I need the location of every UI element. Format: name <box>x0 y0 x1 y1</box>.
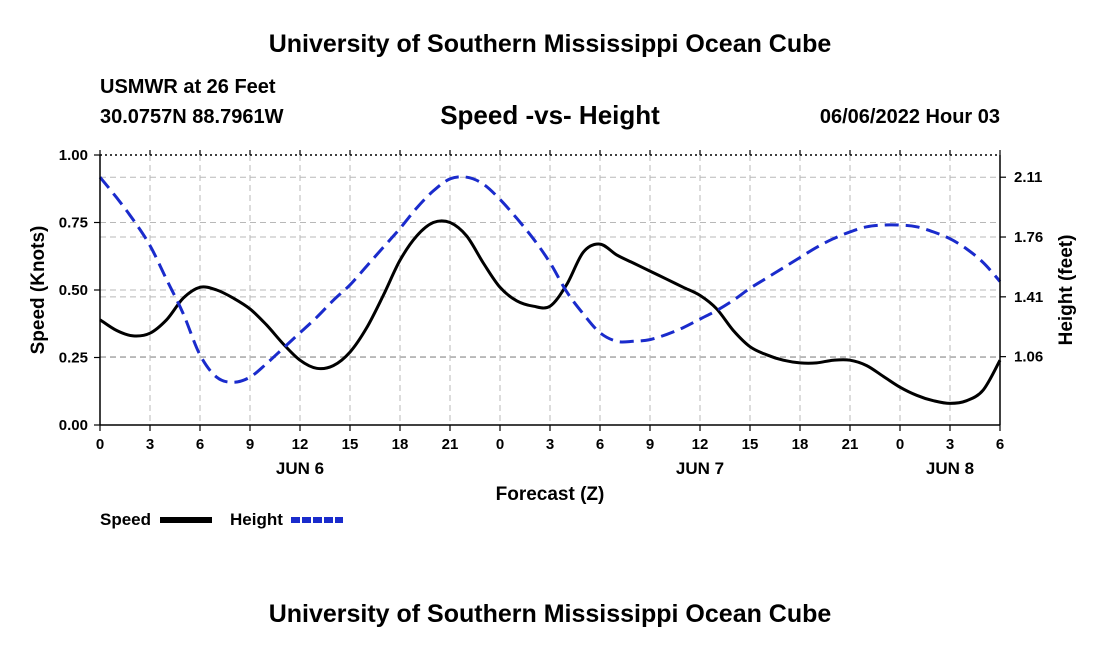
page-title: University of Southern Mississippi Ocean… <box>268 30 832 58</box>
x-tick-label: 18 <box>392 436 409 453</box>
x-tick-label: 9 <box>646 436 654 453</box>
axes: 0 3 6 9 12 15 18 21 0 3 6 9 12 15 18 21 0 3 6 0.00 0.25 0.50 0… <box>28 147 1077 505</box>
series-line-speed <box>99 219 1002 405</box>
legend-label-height: Height <box>230 510 283 529</box>
y-tick-label-right: 1.41 <box>1014 289 1043 306</box>
forecast-datetime: 06/06/2022 Hour 03 <box>819 106 1000 128</box>
station-label: USMWR at 26 Feet <box>100 76 276 98</box>
x-tick-label: 12 <box>692 436 709 453</box>
x-tick-label: 3 <box>546 436 554 453</box>
grid <box>100 155 1000 425</box>
y-tick-label-left: 0.25 <box>59 350 88 367</box>
y-tick-label-right: 2.11 <box>1014 169 1042 186</box>
x-tick-label: 15 <box>742 436 759 453</box>
x-tick-label: 0 <box>96 436 104 453</box>
legend-label-speed: Speed <box>100 510 151 529</box>
x-tick-label: 21 <box>842 436 859 453</box>
x-tick-label: 6 <box>596 436 604 453</box>
y-tick-label-right: 1.76 <box>1014 229 1043 246</box>
legend: Speed Height <box>100 510 343 529</box>
y-tick-label-left: 0.75 <box>59 215 88 232</box>
series-layer <box>98 175 1002 405</box>
station-coordinates: 30.0757N 88.7961W <box>100 106 284 128</box>
y-tick-label-left: 0.50 <box>59 282 88 299</box>
x-tick-label: 12 <box>292 436 309 453</box>
x-axis-title: Forecast (Z) <box>496 484 605 505</box>
x-tick-label: 18 <box>792 436 809 453</box>
x-tick-label: 6 <box>196 436 204 453</box>
x-tick-label: 21 <box>442 436 459 453</box>
y-tick-label-left: 1.00 <box>59 147 88 164</box>
day-label: JUN 7 <box>676 459 724 478</box>
chart-title: Speed -vs- Height <box>440 100 660 130</box>
x-tick-label: 3 <box>946 436 954 453</box>
y-axis-title-right: Height (feet) <box>1056 235 1077 346</box>
y-axis-title-left: Speed (Knots) <box>28 226 49 355</box>
y-tick-label-right: 1.06 <box>1014 349 1043 366</box>
x-tick-label: 9 <box>246 436 254 453</box>
x-tick-label: 0 <box>496 436 504 453</box>
day-label: JUN 6 <box>276 459 324 478</box>
x-tick-label: 0 <box>896 436 904 453</box>
y-tick-label-left: 0.00 <box>59 417 88 434</box>
day-label: JUN 8 <box>926 459 974 478</box>
x-tick-label: 6 <box>996 436 1004 453</box>
series-line-height <box>98 175 1002 384</box>
x-tick-label: 15 <box>342 436 359 453</box>
footer-title: University of Southern Mississippi Ocean… <box>268 600 832 628</box>
x-tick-label: 3 <box>146 436 154 453</box>
